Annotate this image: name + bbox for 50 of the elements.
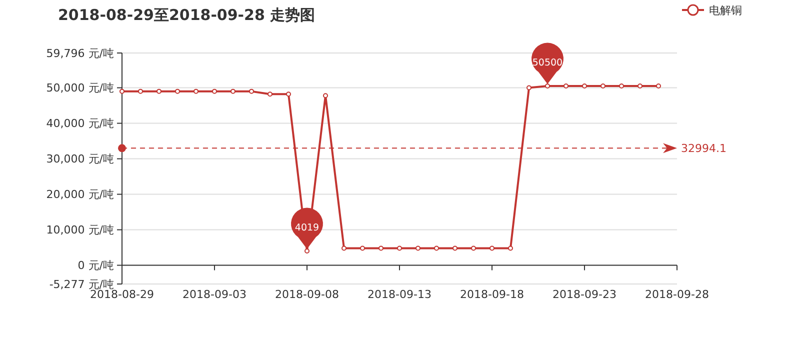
point — [342, 246, 346, 251]
point — [156, 88, 162, 94]
y-tick-label: 10,000 元/吨 — [46, 224, 114, 237]
point — [490, 246, 494, 251]
y-tick-label: 20,000 元/吨 — [46, 188, 114, 202]
point — [508, 246, 513, 251]
point — [656, 84, 661, 88]
point — [120, 88, 124, 94]
point — [452, 246, 458, 251]
x-tick-label: 2018-09-03 — [182, 288, 246, 301]
point — [212, 88, 217, 94]
annotation: 50500 — [532, 57, 563, 68]
point — [564, 84, 568, 88]
x-tick-label: 2018-09-18 — [460, 288, 524, 301]
point — [268, 92, 272, 97]
y-tick-label: 30,000 元/吨 — [46, 152, 114, 166]
point — [638, 84, 642, 88]
point — [249, 88, 254, 94]
ref-line-label: 32994.1 — [681, 142, 726, 155]
point — [582, 84, 587, 88]
point — [434, 246, 439, 251]
x-tick-label: 2018-09-08 — [275, 288, 339, 301]
x-tick-label: 2018-09-23 — [552, 288, 616, 301]
point — [526, 85, 532, 90]
point — [360, 246, 365, 251]
point — [416, 246, 420, 251]
x-tick-label: 2018-08-29 — [90, 288, 154, 301]
y-tick-label: 50,000 元/吨 — [46, 82, 114, 95]
y-tick-label: -5,277 元/吨 — [49, 278, 114, 291]
chart-title: 2018-08-29至2018-09-28 走势图 — [58, 6, 316, 24]
x-tick-label: 2018-09-13 — [368, 288, 432, 301]
point — [138, 88, 143, 94]
legend-label: 电解铜 — [709, 4, 742, 17]
y-tick-label: 59,796 元/吨 — [46, 46, 114, 60]
point — [323, 93, 328, 98]
x-tick-label: 2018-09-28 — [645, 288, 709, 301]
point — [230, 88, 236, 94]
point — [619, 84, 624, 88]
point — [194, 88, 198, 94]
point — [471, 246, 476, 251]
annotation: 4019 — [294, 222, 320, 234]
y-tick-label: 0 元/吨 — [78, 259, 114, 272]
point — [600, 84, 606, 88]
y-tick-label: 40,000 元/吨 — [46, 117, 114, 130]
point — [397, 246, 402, 251]
point — [378, 246, 384, 251]
point — [545, 84, 550, 88]
point — [175, 88, 180, 94]
point — [304, 248, 310, 254]
point — [286, 92, 291, 97]
